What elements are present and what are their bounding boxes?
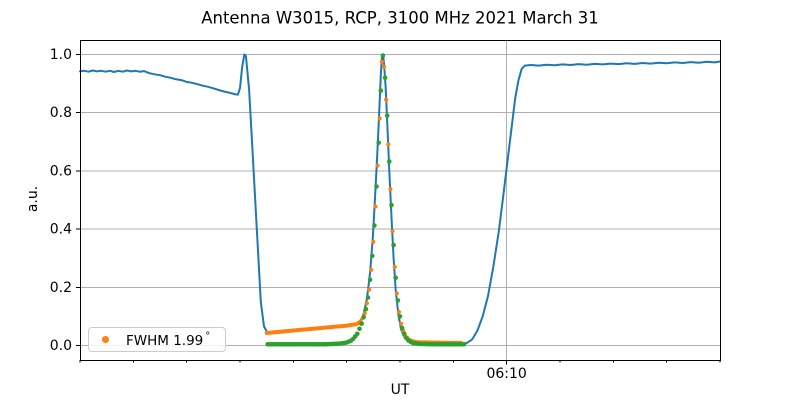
legend-label-text: FWHM 1.99 (126, 332, 204, 349)
signal-line (79, 53, 721, 345)
y-tick-label: 1.0 (50, 47, 72, 63)
gaussian-fit-dot (388, 187, 393, 192)
gaussian-fit-dot (377, 116, 382, 121)
gaussian-fit-dot (367, 287, 372, 292)
y-tick-label: 0.2 (50, 280, 72, 296)
scan-data-dot (393, 275, 399, 281)
axes-spines (80, 40, 721, 361)
scan-data-dot (387, 159, 392, 164)
scan-data-dot (395, 298, 401, 303)
scan-data-dot (363, 306, 369, 312)
scan-data-dot (389, 202, 394, 208)
scan-data-dot (355, 331, 360, 337)
scan-data-dot (399, 325, 405, 331)
degree-symbol: ° (205, 330, 211, 342)
scan-data-dot (365, 295, 371, 300)
gaussian-fit-dot (373, 204, 378, 209)
scan-data-dot (378, 88, 384, 93)
gaussian-fit-dot (399, 321, 404, 326)
gaussian-fit-dot (371, 239, 376, 244)
gaussian-fit-dot (394, 291, 399, 296)
legend: FWHM 1.99 ° (88, 327, 226, 352)
scan-data-dot (382, 75, 388, 81)
y-axis-label: a.u. (25, 185, 41, 213)
y-tick-label: 0.8 (50, 105, 72, 121)
gaussian-fit-dot (379, 59, 384, 64)
legend-label: FWHM 1.99 ° (126, 331, 210, 349)
gaussian-fit-dot (364, 301, 369, 306)
gaussian-fit-dot (384, 97, 389, 102)
scan-data-dot (361, 314, 367, 320)
scan-data-dot (376, 140, 382, 146)
gaussian-fit-dot (381, 64, 387, 69)
scan-data-dot (374, 184, 379, 189)
gaussian-fit-dot (362, 311, 367, 316)
scan-data-dot (402, 331, 407, 337)
gaussian-fit-dot (392, 264, 397, 269)
scan-data-dot (370, 253, 375, 259)
y-tick-label: 0.6 (50, 163, 72, 179)
scan-data-dot (384, 113, 390, 118)
gaussian-fit-dot (390, 229, 395, 234)
scan-data-dot (461, 342, 467, 347)
y-tick-label: 0.4 (50, 222, 72, 238)
y-tick-label: 0.0 (50, 338, 72, 354)
scan-data-dot (372, 223, 377, 228)
gaussian-fit-dot (369, 267, 374, 272)
chart-title: Antenna W3015, RCP, 3100 MHz 2021 March … (201, 8, 599, 28)
gaussian-fit-dot (396, 309, 401, 315)
gaussian-fit-dot (375, 163, 380, 168)
x-tick-label: 06:10 (486, 366, 526, 382)
legend-marker-dot (102, 336, 109, 343)
x-axis-label: UT (390, 382, 410, 398)
scan-data-dot (359, 321, 364, 326)
gaussian-fit-dot (386, 142, 391, 147)
scan-data-dot (367, 277, 373, 283)
scan-data-dot (391, 242, 396, 248)
scan-data-dot (357, 326, 362, 332)
scan-data-dot (397, 314, 403, 319)
scan-data-dot (380, 53, 386, 58)
